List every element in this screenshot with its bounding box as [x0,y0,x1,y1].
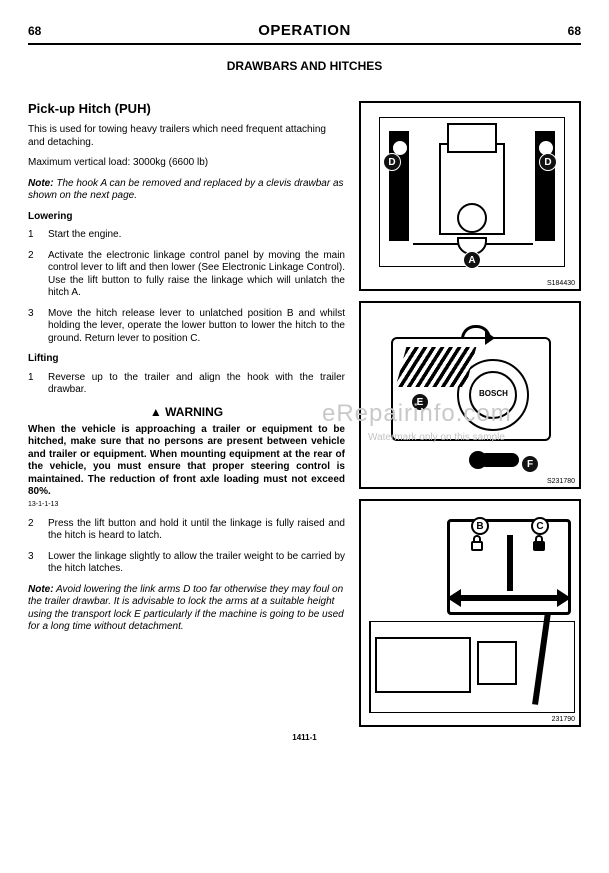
step-text: Move the hitch release lever to unlatche… [48,308,345,346]
warning-label: WARNING [165,405,223,419]
figure-caption: 231790 [552,716,575,723]
warning-icon: ▲ [150,405,162,419]
warning-heading: ▲ WARNING [28,405,345,420]
step: 2 Activate the electronic linkage contro… [28,250,345,300]
dial-label: BOSCH [479,389,508,398]
step: 1 Reverse up to the trailer and align th… [28,372,345,397]
step-text: Lower the linkage slightly to allow the … [48,551,345,576]
figure-caption: S184430 [547,280,575,287]
callout-f: F [521,455,539,473]
step-text: Activate the electronic linkage control … [48,250,345,300]
figure-3: B C 231790 [359,499,581,727]
note-label: Note: [28,178,54,189]
step: 3 Lower the linkage slightly to allow th… [28,551,345,576]
step-number: 3 [28,308,38,346]
callout-a: A [463,251,481,269]
callout-b: B [471,517,489,535]
callout-d: D [539,153,557,171]
note-2: Note: Avoid lowering the link arms D too… [28,584,345,634]
callout-c: C [531,517,549,535]
lifting-heading: Lifting [28,353,345,366]
callout-e: E [411,393,429,411]
step: 3 Move the hitch release lever to unlatc… [28,308,345,346]
callout-d: D [383,153,401,171]
step-number: 2 [28,518,38,543]
step-number: 3 [28,551,38,576]
subsection-heading: Pick-up Hitch (PUH) [28,101,345,117]
max-load: Maximum vertical load: 3000kg (6600 lb) [28,157,345,170]
page-number-left: 68 [28,24,41,38]
lowering-heading: Lowering [28,211,345,224]
page-number-right: 68 [568,24,581,38]
figure-1: D D A S184430 [359,101,581,291]
step-text: Press the lift button and hold it until … [48,518,345,543]
step-number: 1 [28,229,38,242]
section-title: DRAWBARS AND HITCHES [28,59,581,73]
note-text: Avoid lowering the link arms D too far o… [28,584,344,633]
step: 1 Start the engine. [28,229,345,242]
intro-paragraph: This is used for towing heavy trailers w… [28,124,345,149]
header-rule [28,43,581,45]
step-text: Start the engine. [48,229,345,242]
footer-code: 1411-1 [28,733,581,742]
step-text: Reverse up to the trailer and align the … [48,372,345,397]
warning-code: 13-1-1-13 [28,501,345,510]
warning-body: When the vehicle is approaching a traile… [28,424,345,499]
step-number: 1 [28,372,38,397]
step: 2 Press the lift button and hold it unti… [28,518,345,543]
figure-column: D D A S184430 BOSCH E [359,101,581,727]
text-column: Pick-up Hitch (PUH) This is used for tow… [28,101,345,727]
note-text: The hook A can be removed and replaced b… [28,178,344,202]
figure-caption: S231780 [547,478,575,485]
figure-2: BOSCH E F S231780 [359,301,581,489]
note-label: Note: [28,584,54,595]
page-title: OPERATION [258,22,351,39]
step-number: 2 [28,250,38,300]
note-1: Note: The hook A can be removed and repl… [28,178,345,203]
